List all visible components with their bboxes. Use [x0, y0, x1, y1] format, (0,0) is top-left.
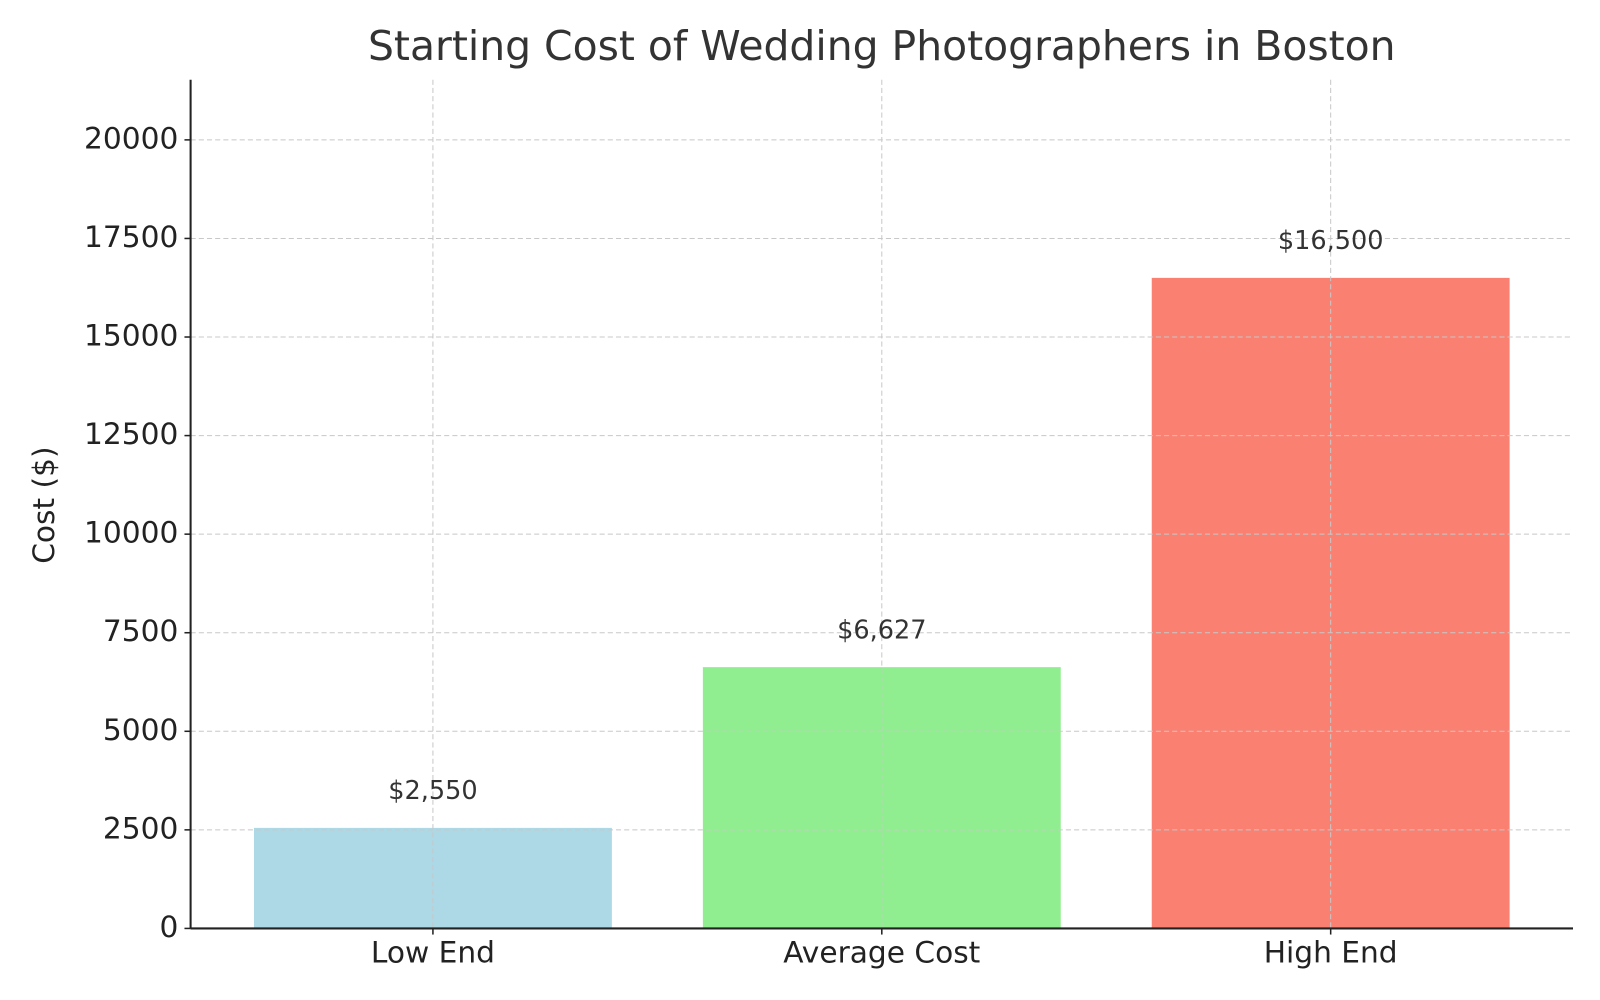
- value-label: $6,627: [837, 615, 926, 645]
- y-tick-label: 17500: [84, 219, 178, 254]
- grid: [190, 79, 1574, 929]
- y-axis-label: Cost ($): [26, 446, 61, 563]
- y-tick-label: 15000: [84, 318, 178, 353]
- y-tick-label: 20000: [84, 120, 178, 155]
- x-tick-label: Low End: [371, 934, 495, 969]
- y-tick-label: 10000: [84, 515, 178, 550]
- y-tick-label: 0: [159, 909, 178, 944]
- value-label: $2,550: [388, 776, 477, 806]
- y-tick-label: 2500: [103, 810, 178, 845]
- y-tick-label: 7500: [103, 613, 178, 648]
- chart-title: Starting Cost of Wedding Photographers i…: [368, 22, 1396, 70]
- y-tick-label: 5000: [103, 712, 178, 747]
- value-label: $16,500: [1278, 226, 1384, 256]
- x-tick-label: Average Cost: [783, 934, 980, 969]
- x-tick-label: High End: [1264, 934, 1398, 969]
- y-tick-label: 12500: [84, 416, 178, 451]
